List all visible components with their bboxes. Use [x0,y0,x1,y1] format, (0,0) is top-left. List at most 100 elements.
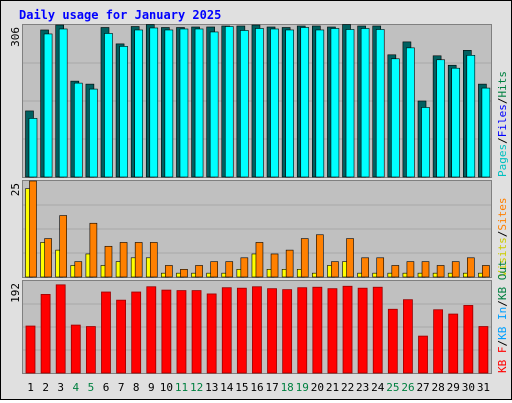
bar-kbf [418,335,428,374]
bar-files [104,33,113,178]
x-tick-label-day: 25 [386,381,399,394]
bar-sites [421,261,430,278]
bar-kbf [146,286,157,374]
bar-files [436,59,445,178]
legend-entry: KB Out [496,260,509,300]
bar-kbf [70,324,81,374]
bar-files [58,28,68,178]
bar-files [391,58,400,178]
bar-files [300,27,310,178]
bar-sites [376,257,385,278]
panel-legend: Visits/Sites [496,198,509,278]
bar-files [375,29,385,178]
x-tick-label-day: 4 [73,381,80,394]
bar-kbf [25,325,36,374]
bar-files [255,28,264,178]
legend-entry: Hits [496,71,509,98]
y-axis-max-label: 25 [9,183,22,196]
legend-entry: / [496,300,509,307]
x-tick-label-day: 5 [88,381,95,394]
bar-files [73,82,83,178]
bar-files [421,107,430,178]
bar-sites [165,265,173,278]
bar-files [194,28,204,178]
bar-sites [346,238,354,278]
bar-sites [467,257,475,278]
bar-sites [331,261,339,278]
bar-files [240,30,249,178]
x-tick-label-day: 21 [326,381,339,394]
y-axis-max-label: 306 [9,27,22,47]
bar-files [28,118,38,178]
bar-kbf [463,305,474,374]
bar-files [330,28,340,178]
x-tick-label-day: 6 [103,381,110,394]
bar-files [481,87,491,178]
bar-kbf [433,309,444,374]
bar-sites [44,238,52,278]
bar-files [345,29,355,178]
legend-entry: KB F [496,347,509,374]
bar-sites [134,242,143,278]
bar-sites [316,234,324,278]
bar-sites [240,257,249,278]
x-tick-label-day: 17 [265,381,278,394]
legend-entry: Files [496,104,509,137]
bar-files [209,31,219,178]
bar-kbf [372,286,383,374]
bar-sites [29,180,37,278]
panel-visits-sites: 25 Visits/Sites [9,180,509,278]
x-tick-label-day: 29 [447,381,460,394]
bar-kbf [312,286,323,374]
bar-sites [119,242,128,278]
bar-files [224,26,234,178]
bar-files [285,29,294,178]
x-tick-label-day: 26 [401,381,414,394]
bar-sites [195,265,203,278]
legend-entry: / [496,340,509,347]
x-tick-label-day: 30 [462,381,475,394]
bar-files [149,27,159,178]
bar-kbf [403,299,413,374]
bar-kbf [55,284,66,374]
x-tick-label-day: 18 [281,381,294,394]
x-tick-label-day: 24 [371,381,385,394]
bar-sites [89,222,98,278]
bar-files [89,88,98,178]
bar-kbf [206,293,217,374]
bar-sites [180,269,188,278]
x-tick-label-day: 12 [190,381,203,394]
bar-kbf [101,291,111,374]
bar-files [270,28,279,178]
legend-entry: Sites [496,198,509,231]
bar-kbf [357,287,368,374]
bar-kbf [131,291,142,374]
bar-sites [451,261,460,278]
x-tick-label-day: 10 [160,381,173,394]
x-tick-label-day: 28 [432,381,445,394]
bar-kbf [267,288,277,374]
legend-entry: / [496,231,509,238]
x-tick-label-day: 22 [341,381,354,394]
x-tick-label-day: 20 [311,381,324,394]
bar-files [164,29,174,178]
bar-sites [104,245,113,278]
x-tick-label-day: 14 [220,381,234,394]
x-tick-label-day: 2 [42,381,49,394]
x-tick-label-day: 8 [133,381,140,394]
bar-sites [406,261,415,278]
panel-legend: Pages/Files/Hits [496,71,509,177]
legend-entry: / [496,98,509,105]
bar-kbf [252,286,262,374]
bar-sites [436,265,445,278]
x-axis-day-labels: 1 2 3 4 5 6 7 8 9 10 11 12 13 14 15 16 17 18 19 20 21 22 23 24 2… [27,381,490,394]
bar-kbf [327,288,338,374]
bar-files [43,33,53,178]
bar-sites [210,261,218,278]
bar-kbf [387,308,398,374]
bar-files [315,29,325,178]
bar-files [451,67,461,178]
x-tick-label-day: 31 [477,381,490,394]
